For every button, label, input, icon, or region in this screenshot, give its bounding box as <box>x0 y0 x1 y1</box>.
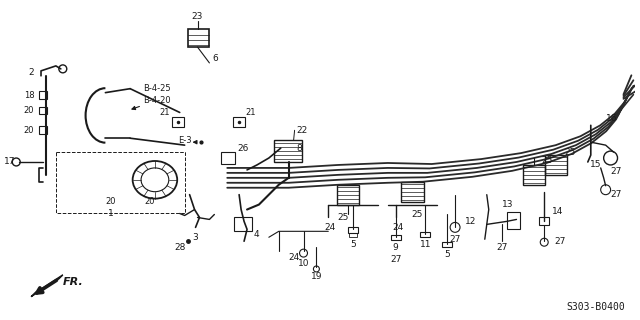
Text: 28: 28 <box>174 243 186 252</box>
Text: S303-B0400: S303-B0400 <box>566 302 625 312</box>
Text: 27: 27 <box>390 254 401 264</box>
Text: 11: 11 <box>420 240 431 249</box>
Bar <box>274 140 301 162</box>
Text: 18: 18 <box>24 91 35 100</box>
Bar <box>349 233 357 237</box>
Text: 16: 16 <box>605 114 617 123</box>
Text: 9: 9 <box>393 243 399 252</box>
Text: 25: 25 <box>541 156 552 164</box>
Bar <box>442 242 452 247</box>
Bar <box>39 91 47 99</box>
Text: 10: 10 <box>298 259 309 268</box>
Text: FR.: FR. <box>63 277 84 287</box>
Bar <box>545 155 567 175</box>
Text: E-3: E-3 <box>178 136 191 145</box>
Bar <box>233 117 245 127</box>
Text: 6: 6 <box>212 54 218 63</box>
Text: 14: 14 <box>552 207 564 216</box>
Bar <box>221 152 235 164</box>
Bar <box>420 232 430 237</box>
Text: 19: 19 <box>310 272 322 281</box>
Text: 25: 25 <box>337 213 349 222</box>
Text: 21: 21 <box>246 108 256 117</box>
Text: 20: 20 <box>24 106 35 115</box>
Bar <box>234 218 252 231</box>
Text: 27: 27 <box>496 243 508 252</box>
Polygon shape <box>31 275 63 297</box>
Text: 26: 26 <box>237 144 248 153</box>
Text: 27: 27 <box>554 237 566 246</box>
Bar <box>39 107 47 115</box>
Text: 2: 2 <box>28 68 34 77</box>
Bar <box>524 165 545 185</box>
Text: 17: 17 <box>4 157 15 166</box>
Text: 20: 20 <box>24 126 35 135</box>
Text: 23: 23 <box>192 12 204 21</box>
Bar <box>39 126 47 134</box>
Bar <box>507 212 520 229</box>
Text: 3: 3 <box>193 233 198 242</box>
Text: 1: 1 <box>108 209 113 218</box>
Bar <box>56 152 185 213</box>
Text: B-4-20: B-4-20 <box>143 96 171 105</box>
Text: B-4-25: B-4-25 <box>143 84 171 93</box>
Bar <box>540 218 549 225</box>
Text: 12: 12 <box>465 217 476 226</box>
Text: 15: 15 <box>590 160 602 170</box>
Bar <box>401 182 424 202</box>
Bar <box>188 29 209 47</box>
Bar <box>172 117 184 127</box>
Text: 5: 5 <box>444 250 450 259</box>
Text: 20: 20 <box>105 197 116 206</box>
Text: 5: 5 <box>350 240 356 249</box>
Text: 27: 27 <box>611 190 622 199</box>
Text: 24: 24 <box>392 223 403 232</box>
Bar <box>337 185 359 204</box>
Bar <box>348 227 358 233</box>
Text: 24: 24 <box>324 223 336 232</box>
Text: 25: 25 <box>412 210 423 219</box>
Text: 20: 20 <box>145 197 156 206</box>
Bar <box>390 235 401 240</box>
Text: 22: 22 <box>296 126 308 135</box>
Text: 24: 24 <box>288 252 300 261</box>
Text: 13: 13 <box>502 200 513 209</box>
Text: 27: 27 <box>449 235 461 244</box>
Text: 4: 4 <box>254 230 260 239</box>
Text: 27: 27 <box>611 167 622 176</box>
Text: 21: 21 <box>159 108 170 117</box>
Text: 8: 8 <box>296 144 302 153</box>
Text: 25: 25 <box>564 148 575 156</box>
